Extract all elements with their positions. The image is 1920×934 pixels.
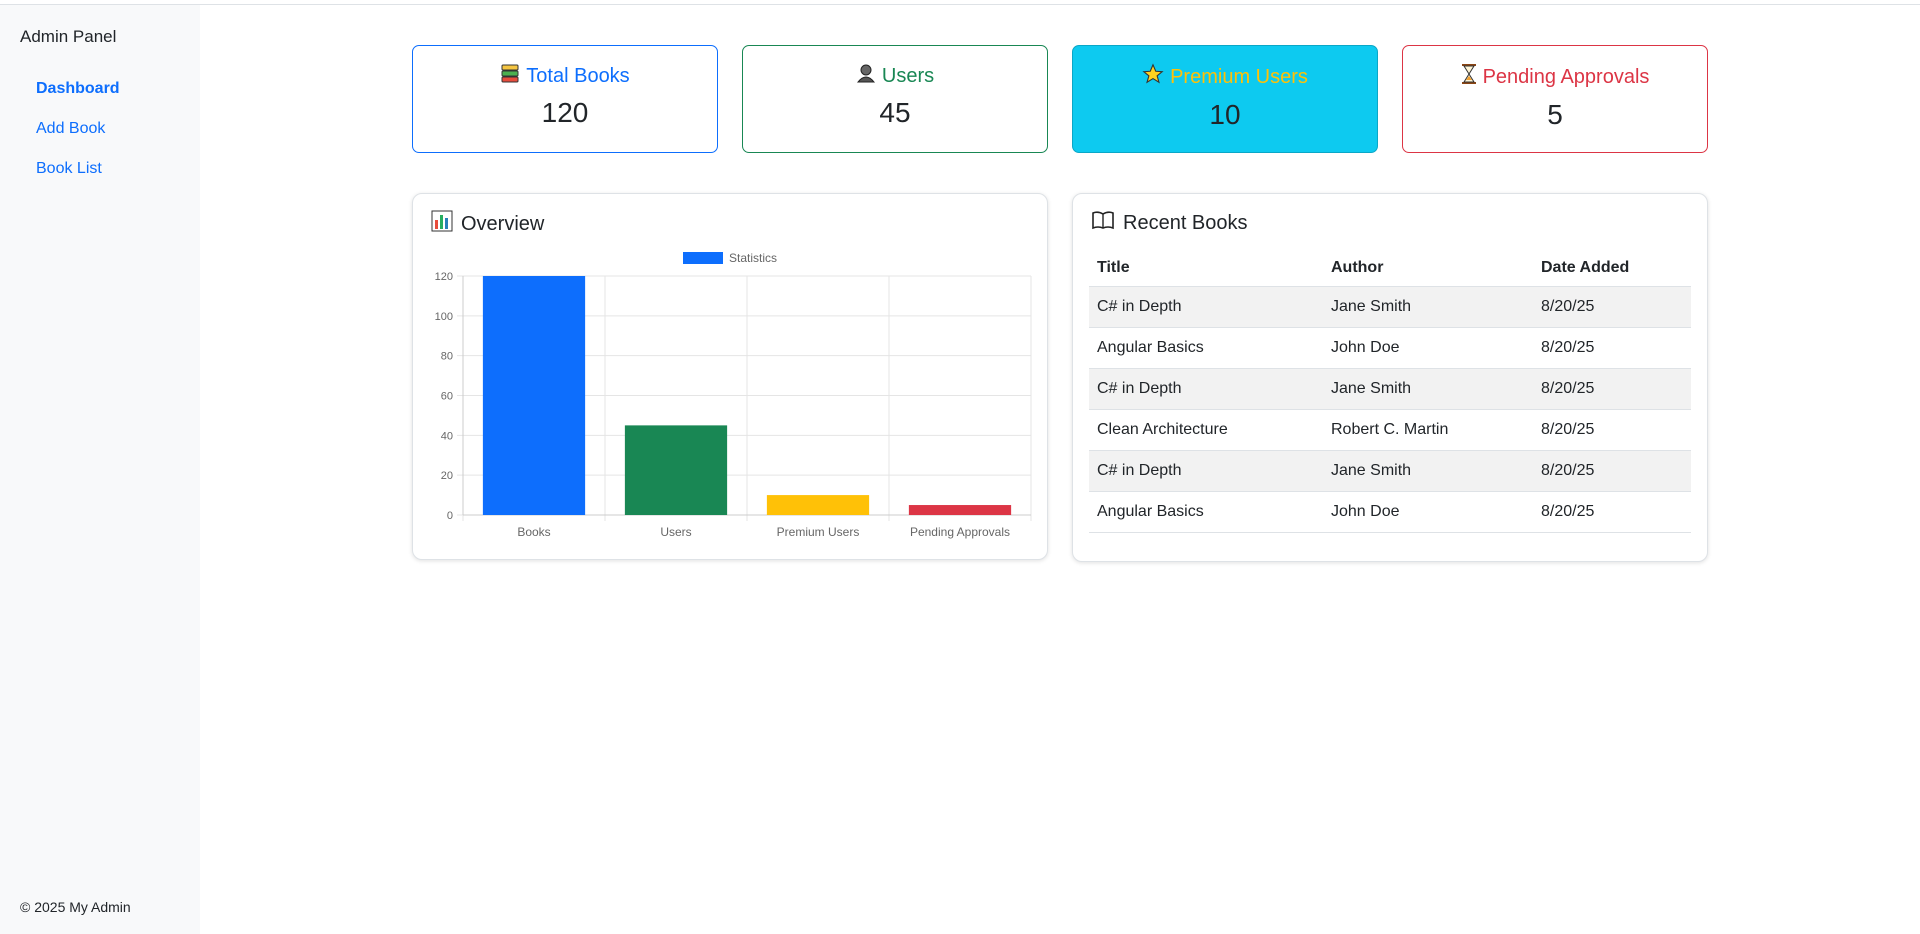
- recent-books-table: Title Author Date Added C# in Depth Jane…: [1089, 250, 1691, 533]
- y-tick-label: 60: [441, 391, 453, 403]
- sidebar-footer: © 2025 My Admin: [20, 899, 131, 915]
- cell-date: 8/20/25: [1533, 409, 1691, 451]
- top-border: [0, 0, 1920, 5]
- stat-label: Total Books: [526, 64, 630, 87]
- stat-card-total-books: Total Books 120: [412, 45, 718, 153]
- cell-title: Angular Basics: [1089, 491, 1323, 533]
- cell-author: Jane Smith: [1323, 368, 1533, 410]
- overview-header: Overview: [431, 210, 544, 238]
- table-row: C# in Depth Jane Smith 8/20/25: [1089, 286, 1691, 328]
- stat-value: 120: [541, 97, 589, 128]
- cell-date: 8/20/25: [1533, 491, 1691, 533]
- x-tick-label: Pending Approvals: [910, 525, 1010, 539]
- stat-label-row: Premium Users: [1073, 63, 1377, 91]
- user-icon: [856, 63, 876, 89]
- x-tick-label: Books: [517, 525, 550, 539]
- stat-label: Pending Approvals: [1482, 65, 1650, 88]
- table-row: Clean Architecture Robert C. Martin 8/20…: [1089, 409, 1691, 451]
- legend-label: Statistics: [729, 251, 777, 265]
- sidebar-nav: Dashboard Add Book Book List: [36, 75, 120, 195]
- recent-books-header: Recent Books: [1091, 210, 1248, 236]
- cell-date: 8/20/25: [1533, 450, 1691, 492]
- stat-label: Users: [881, 64, 935, 87]
- recent-books-title: Recent Books: [1123, 211, 1248, 234]
- stat-value: 45: [879, 97, 911, 128]
- table-row: C# in Depth Jane Smith 8/20/25: [1089, 368, 1691, 410]
- table-header-row: Title Author Date Added: [1089, 250, 1691, 287]
- cell-title: C# in Depth: [1089, 286, 1323, 328]
- bar-chart-icon: [431, 210, 453, 238]
- y-tick-label: 120: [435, 271, 453, 283]
- legend-swatch: [683, 252, 723, 264]
- open-book-icon: [1091, 210, 1115, 236]
- y-tick-label: 100: [435, 311, 453, 323]
- column-header-title: Title: [1089, 250, 1323, 287]
- chart-bar: [624, 425, 728, 515]
- stat-card-users: Users 45: [742, 45, 1048, 153]
- stat-label-row: Users: [743, 63, 1047, 89]
- recent-books-panel: Recent Books Title Author Date Added C# …: [1072, 193, 1708, 562]
- sidebar-item-add-book[interactable]: Add Book: [36, 120, 106, 137]
- overview-chart: 0 20 40 60 80 100 120 Books Users Premium Users Pe…: [435, 251, 1032, 539]
- stat-value: 5: [1547, 99, 1563, 130]
- cell-author: John Doe: [1323, 327, 1533, 369]
- y-tick-label: 80: [441, 351, 453, 363]
- x-tick-label: Users: [660, 525, 691, 539]
- table-row: Angular Basics John Doe 8/20/25: [1089, 491, 1691, 533]
- cell-title: C# in Depth: [1089, 450, 1323, 492]
- chart-bar: [908, 505, 1012, 515]
- cell-author: Robert C. Martin: [1323, 409, 1533, 451]
- overview-title: Overview: [461, 212, 545, 235]
- sidebar-item-book-list[interactable]: Book List: [36, 160, 102, 177]
- x-tick-label: Premium Users: [777, 525, 860, 539]
- hourglass-icon: [1461, 63, 1477, 91]
- chart-bar: [766, 495, 870, 515]
- y-tick-label: 0: [447, 510, 453, 522]
- column-header-date-added: Date Added: [1533, 250, 1691, 287]
- stat-card-pending-approvals: Pending Approvals 5: [1402, 45, 1708, 153]
- stat-value: 10: [1209, 99, 1241, 130]
- overview-panel: 0 20 40 60 80 100 120 Books Users Premium Users Pe…: [412, 193, 1048, 560]
- stat-label-row: Total Books: [413, 63, 717, 89]
- cell-date: 8/20/25: [1533, 327, 1691, 369]
- cell-author: Jane Smith: [1323, 450, 1533, 492]
- stat-label-row: Pending Approvals: [1403, 63, 1707, 91]
- y-tick-label: 20: [441, 470, 453, 482]
- sidebar-item-dashboard[interactable]: Dashboard: [36, 80, 120, 97]
- table-row: C# in Depth Jane Smith 8/20/25: [1089, 450, 1691, 492]
- cell-author: Jane Smith: [1323, 286, 1533, 328]
- books-icon: [500, 63, 520, 89]
- stat-label: Premium Users: [1170, 65, 1308, 88]
- cell-title: Clean Architecture: [1089, 409, 1323, 451]
- star-icon: [1142, 63, 1164, 91]
- brand-title: Admin Panel: [20, 27, 117, 46]
- cell-title: Angular Basics: [1089, 327, 1323, 369]
- y-tick-label: 40: [441, 430, 453, 442]
- chart-bar: [482, 276, 586, 515]
- table-row: Angular Basics John Doe 8/20/25: [1089, 327, 1691, 369]
- column-header-author: Author: [1323, 250, 1533, 287]
- stat-card-premium-users: Premium Users 10: [1072, 45, 1378, 153]
- cell-author: John Doe: [1323, 491, 1533, 533]
- cell-date: 8/20/25: [1533, 286, 1691, 328]
- sidebar: Admin Panel Dashboard Add Book Book List…: [0, 5, 200, 934]
- cell-title: C# in Depth: [1089, 368, 1323, 410]
- cell-date: 8/20/25: [1533, 368, 1691, 410]
